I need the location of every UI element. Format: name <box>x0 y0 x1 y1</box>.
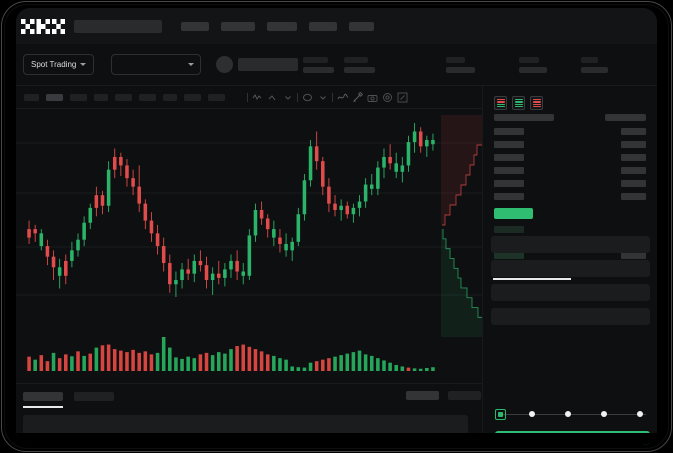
timeframe-button-7[interactable] <box>163 94 177 101</box>
market-stat-5 <box>581 57 608 73</box>
active-tab-indicator <box>493 278 571 280</box>
tab-open-orders[interactable] <box>23 392 63 401</box>
line-chart-icon[interactable] <box>335 90 350 105</box>
timeframe-button-4[interactable] <box>94 94 108 101</box>
market-stat-4 <box>519 57 547 73</box>
indicator-icon[interactable] <box>265 90 280 105</box>
order-form-field-1[interactable] <box>491 236 650 253</box>
orderbook-both-icon[interactable] <box>494 96 507 110</box>
candlestick-icon[interactable] <box>250 90 265 105</box>
active-tab-indicator <box>23 406 63 408</box>
timeframe-button-6[interactable] <box>139 94 156 101</box>
orderbook-header-price <box>494 114 554 121</box>
timeframe-button-1[interactable] <box>24 94 39 101</box>
timeframe-button-2[interactable] <box>46 94 63 101</box>
nav-item-3[interactable] <box>267 22 297 31</box>
market-stat-1 <box>303 57 334 73</box>
trading-pair-select[interactable] <box>111 54 201 75</box>
order-form-field-4[interactable] <box>491 308 650 325</box>
orderbook-ask-row[interactable] <box>494 180 524 187</box>
orderbook-ask-amount <box>621 193 646 200</box>
stepper-step-5[interactable] <box>637 411 643 417</box>
orderbook-ask-row[interactable] <box>494 128 524 135</box>
orderbook-bid-row[interactable] <box>494 252 524 259</box>
nav-item-1[interactable] <box>181 22 209 31</box>
search-input[interactable] <box>74 20 162 33</box>
nav-item-2[interactable] <box>221 22 255 31</box>
orders-panel-actions <box>256 383 486 445</box>
camera-icon[interactable] <box>365 90 380 105</box>
orders-action-button-2[interactable] <box>448 391 481 400</box>
orderbook-ask-amount <box>621 154 646 161</box>
orderbook-ask-amount <box>621 167 646 174</box>
nav-item-4[interactable] <box>309 22 337 31</box>
market-stat-2 <box>344 57 375 73</box>
chevron-down-icon[interactable] <box>315 90 330 105</box>
chevron-down-icon <box>188 63 194 66</box>
gear-icon[interactable] <box>380 90 395 105</box>
candlestick-plot <box>16 123 482 297</box>
price-chart[interactable] <box>16 109 482 383</box>
coin-avatar <box>216 56 233 73</box>
bottom-strip <box>16 433 657 445</box>
orderbook-ask-row[interactable] <box>494 167 524 174</box>
orderbook-ask-amount <box>621 180 646 187</box>
compare-icon[interactable] <box>300 90 315 105</box>
order-book-and-trade-panel: Buy Sell <box>482 86 657 445</box>
timeframe-button-3[interactable] <box>70 94 87 101</box>
orderbook-ask-amount <box>621 141 646 148</box>
order-form-field-3[interactable] <box>491 284 650 301</box>
market-subheader: Spot Trading <box>16 44 657 86</box>
pencil-icon[interactable] <box>350 90 365 105</box>
tab-order-history[interactable] <box>74 392 114 401</box>
spot-trading-label: Spot Trading <box>31 60 77 69</box>
orderbook-bids-icon[interactable] <box>512 96 525 110</box>
stepper-track <box>501 414 646 415</box>
okx-logo[interactable] <box>21 19 65 34</box>
order-form-field-2[interactable] <box>491 260 650 277</box>
timeframe-button-9[interactable] <box>208 94 225 101</box>
nav-item-5[interactable] <box>349 22 374 31</box>
screen: Spot Trading <box>16 8 657 445</box>
candlesticks-group <box>27 123 435 297</box>
market-stat-3 <box>446 57 475 73</box>
orders-action-button-1[interactable] <box>406 391 439 400</box>
orderbook-ask-amount <box>621 128 646 135</box>
pair-name-label <box>238 58 298 71</box>
stepper-step-2[interactable] <box>529 411 535 417</box>
stepper-step-3[interactable] <box>565 411 571 417</box>
orderbook-ask-row[interactable] <box>494 193 524 200</box>
orderbook-asks-icon[interactable] <box>530 96 543 110</box>
timeframe-button-8[interactable] <box>184 94 201 101</box>
order-progress-stepper <box>495 409 650 421</box>
spot-trading-dropdown[interactable]: Spot Trading <box>23 54 95 75</box>
divider <box>297 93 298 102</box>
stepper-step-4[interactable] <box>601 411 607 417</box>
top-navigation-bar <box>16 8 657 44</box>
chevron-down-icon <box>80 63 87 66</box>
divider <box>247 93 248 102</box>
orderbook-header-amount <box>605 114 646 121</box>
orderbook-last-price <box>494 208 533 219</box>
volume-bars-group <box>27 337 435 371</box>
divider <box>332 93 333 102</box>
timeframe-button-5[interactable] <box>115 94 132 101</box>
orderbook-view-modes <box>494 96 543 110</box>
chevron-down-icon[interactable] <box>280 90 295 105</box>
orderbook-ask-row[interactable] <box>494 141 524 148</box>
orderbook-bid-row[interactable] <box>494 226 524 233</box>
orderbook-bid-amount <box>621 252 646 259</box>
volume-plot <box>27 337 435 371</box>
chart-gridlines <box>16 142 482 296</box>
fullscreen-icon[interactable] <box>395 90 410 105</box>
stepper-step-active[interactable] <box>495 409 506 420</box>
orderbook-ask-row[interactable] <box>494 154 524 161</box>
